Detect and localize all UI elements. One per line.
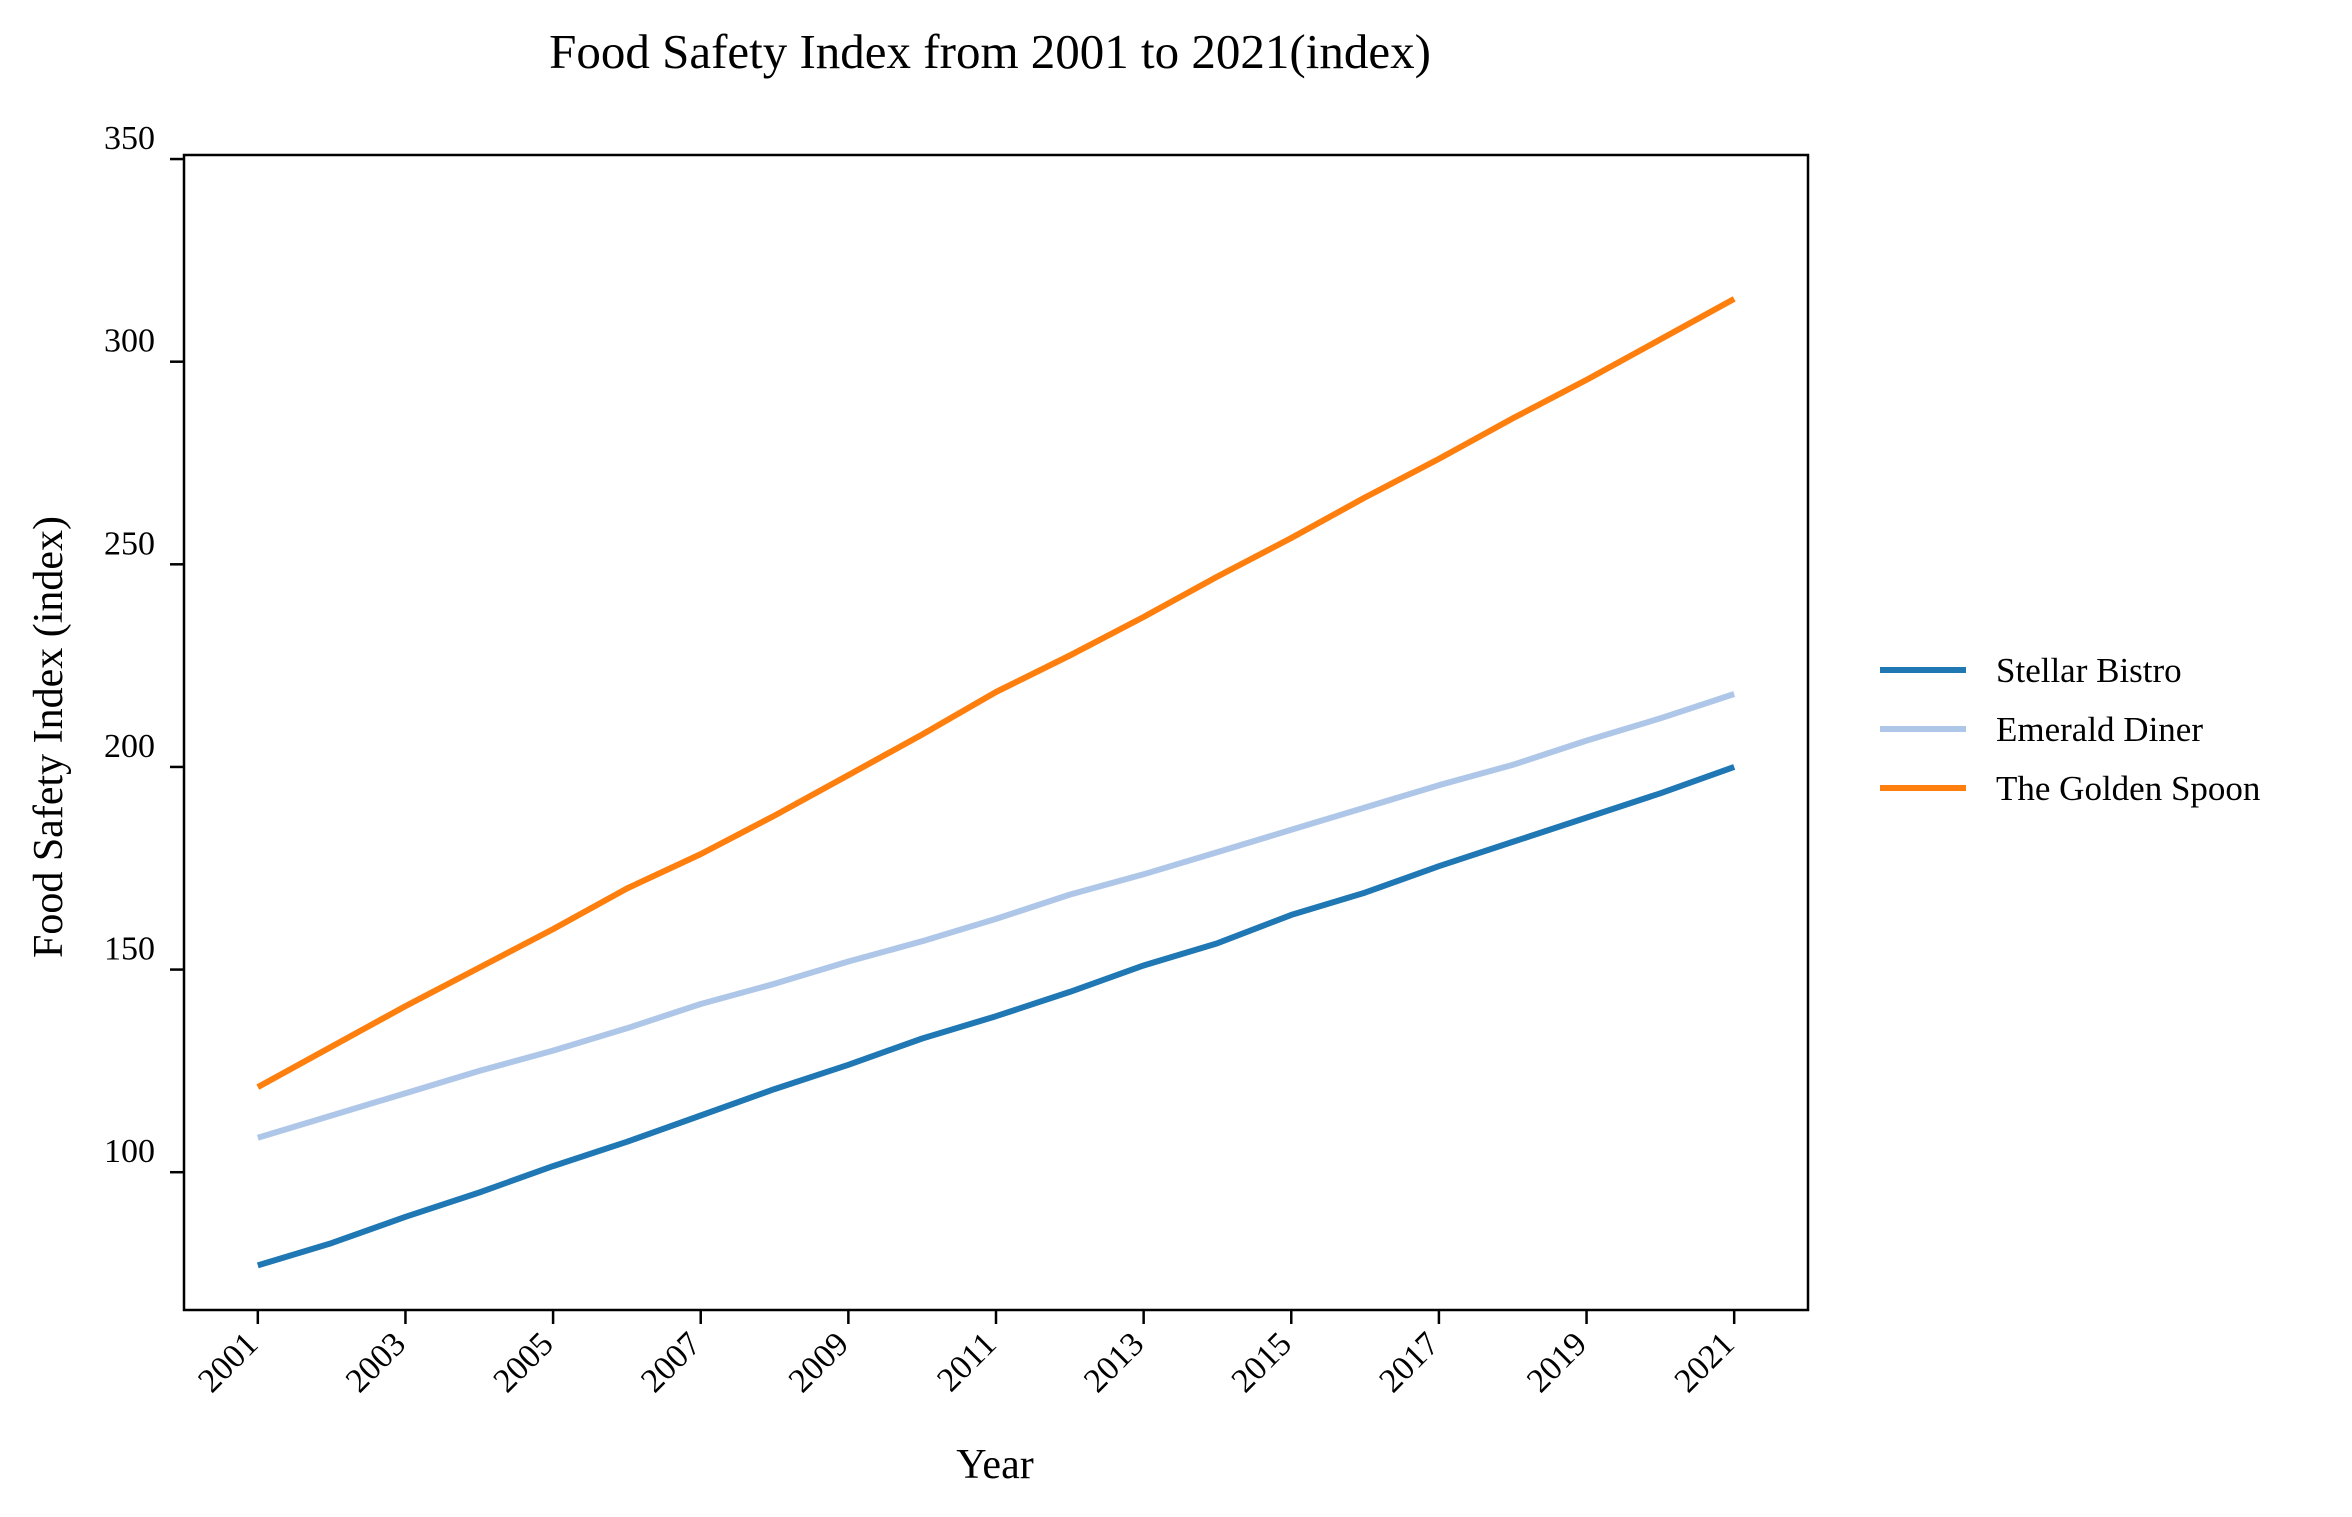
x-tick-label: 2003 xyxy=(339,1325,413,1399)
x-tick-label: 2019 xyxy=(1520,1325,1594,1399)
y-axis-label: Food Safety Index (index) xyxy=(26,516,72,958)
x-tick-label: 2001 xyxy=(191,1325,265,1399)
series-line-3 xyxy=(256,296,1736,1090)
legend-label-2: Emerald Diner xyxy=(1996,710,2203,749)
legend-label-3: The Golden Spoon xyxy=(1996,769,2260,808)
legend-label-1: Stellar Bistro xyxy=(1996,651,2182,690)
x-tick-label: 2011 xyxy=(930,1325,1003,1398)
x-tick-label: 2009 xyxy=(782,1325,856,1399)
x-tick-label: 2021 xyxy=(1668,1325,1742,1399)
plot-area: 100 150 200 250 300 350 2001 2003 2005 2007 2009 20… xyxy=(104,120,1810,1400)
plot-frame xyxy=(182,153,1810,1312)
y-tick-label: 200 xyxy=(104,728,155,765)
x-tick-label: 2017 xyxy=(1372,1325,1446,1399)
y-tick-label: 350 xyxy=(104,120,155,157)
chart-title: Food Safety Index from 2001 to 2021(inde… xyxy=(549,24,1431,79)
legend: Stellar Bistro Emerald Diner The Golden Sp… xyxy=(1880,651,2260,808)
x-tick-label: 2013 xyxy=(1077,1325,1151,1399)
x-tick-label: 2007 xyxy=(634,1325,708,1399)
series-line-1 xyxy=(256,764,1736,1269)
x-axis-label: Year xyxy=(956,1442,1033,1488)
y-tick-label: 100 xyxy=(104,1133,155,1170)
series-line-2 xyxy=(256,691,1736,1141)
y-tick-label: 250 xyxy=(104,525,155,562)
x-tick-label: 2005 xyxy=(487,1325,561,1399)
y-tick-label: 300 xyxy=(104,323,155,360)
x-tick-label: 2015 xyxy=(1225,1325,1299,1399)
y-tick-label: 150 xyxy=(104,931,155,968)
